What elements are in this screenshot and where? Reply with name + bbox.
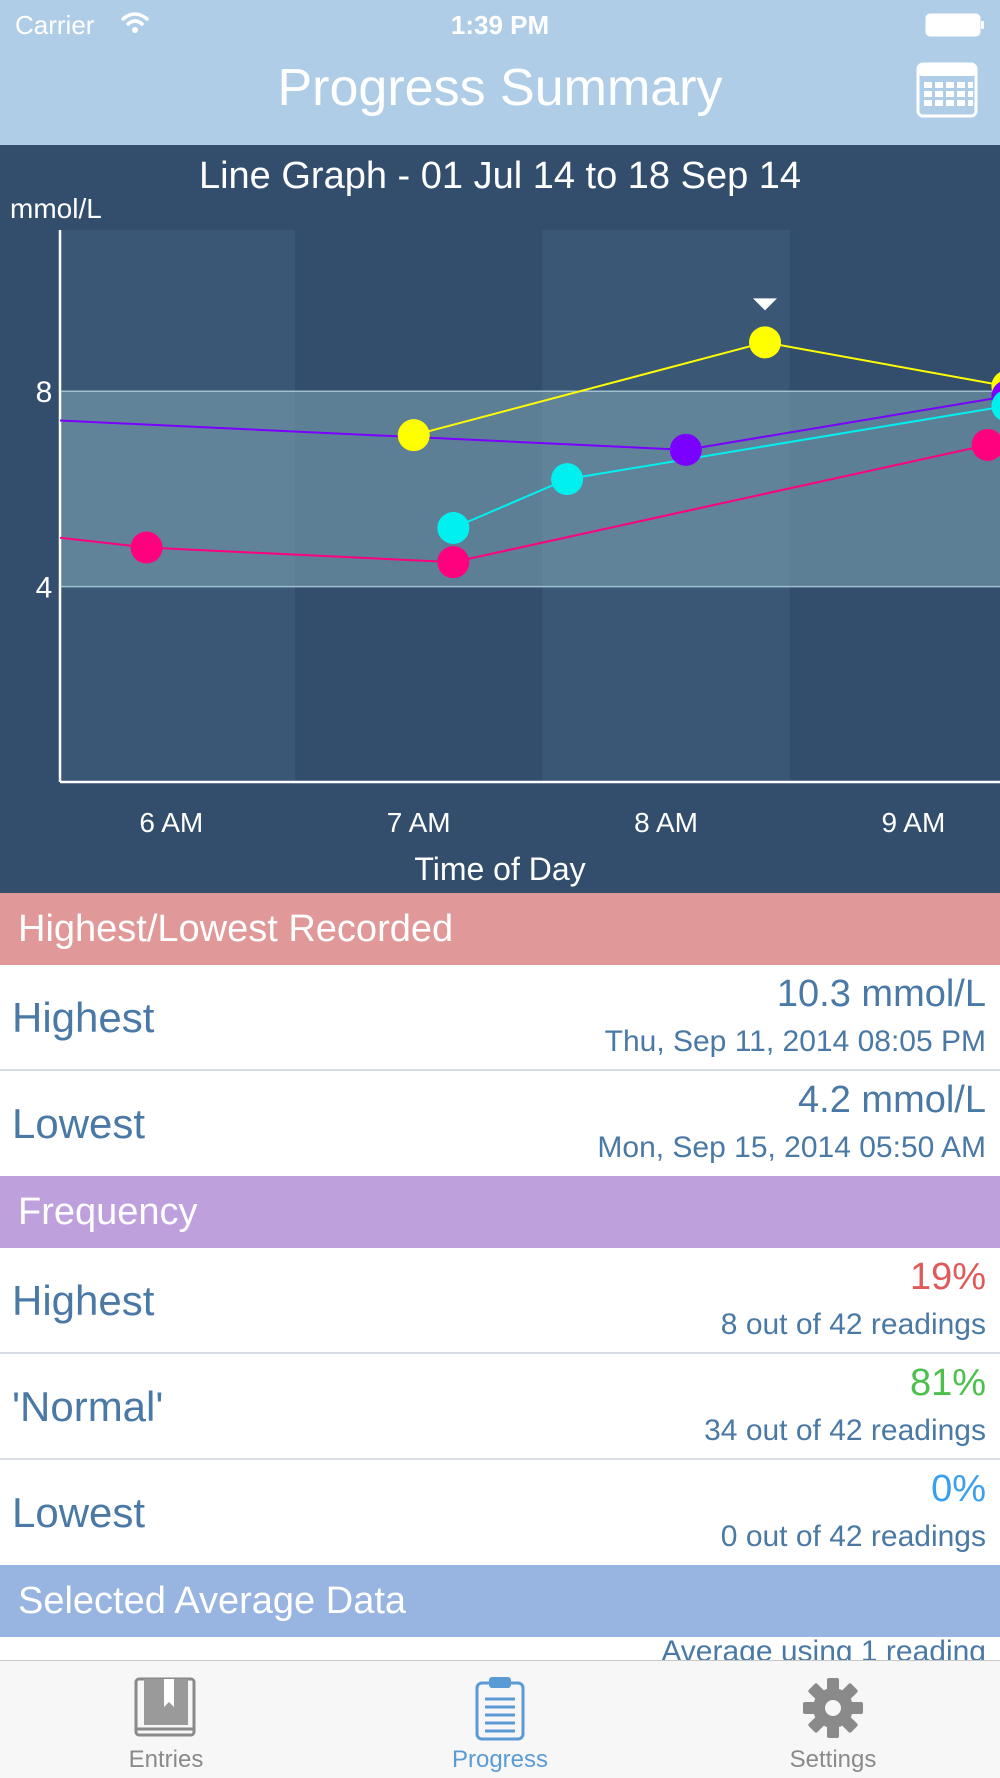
chart-canvas[interactable]: 8 4 6 AM 7 AM 8 AM 9 AM: [0, 145, 1000, 893]
x-tick-label: 7 AM: [387, 807, 451, 838]
highest-recorded-row[interactable]: Highest 10.3 mmol/L Thu, Sep 11, 2014 08…: [0, 965, 1000, 1071]
average-reading-count: Average using 1 reading: [661, 1637, 986, 1661]
percent-value: 81%: [909, 1362, 986, 1404]
row-label: Lowest: [12, 1489, 146, 1536]
selected-point-marker: [753, 298, 777, 311]
data-point: [437, 511, 470, 544]
data-point: [397, 419, 430, 452]
row-label: 'Normal': [12, 1383, 164, 1430]
tab-label: Settings: [789, 1746, 877, 1773]
row-label: Highest: [12, 1277, 155, 1324]
frequency-normal-row[interactable]: 'Normal' 81% 34 out of 42 readings: [0, 1354, 1000, 1460]
average-section-header: Selected Average Data: [0, 1565, 1000, 1637]
row-value: 4.2 mmol/L: [798, 1079, 986, 1121]
highlow-section-header: Highest/Lowest Recorded: [0, 893, 1000, 965]
data-point: [551, 463, 584, 496]
carrier-label: Carrier: [15, 10, 95, 40]
tab-settings[interactable]: Settings: [733, 1661, 933, 1778]
book-icon: [134, 1677, 196, 1737]
percent-value: 0%: [931, 1468, 986, 1510]
tab-label: Entries: [128, 1746, 204, 1773]
nav-header: Carrier 1:39 PM Progress Summary: [0, 0, 1000, 145]
data-point: [669, 433, 702, 466]
clipboard-icon: [475, 1677, 525, 1741]
percent-value: 19%: [909, 1256, 986, 1298]
calendar-keyboard-icon[interactable]: [916, 62, 978, 118]
readings-count: 8 out of 42 readings: [720, 1308, 986, 1341]
row-label: Lowest: [12, 1100, 146, 1147]
series-line: [59, 443, 988, 564]
data-point: [437, 546, 470, 579]
page-title: Progress Summary: [277, 59, 723, 117]
row-date: Thu, Sep 11, 2014 08:05 PM: [604, 1025, 986, 1058]
x-tick-label: 8 AM: [634, 807, 698, 838]
readings-count: 34 out of 42 readings: [704, 1414, 986, 1447]
y-tick-label: 4: [36, 572, 53, 605]
data-point: [971, 428, 1000, 461]
frequency-lowest-row[interactable]: Lowest 0% 0 out of 42 readings: [0, 1460, 1000, 1566]
row-value: 10.3 mmol/L: [776, 973, 986, 1015]
data-point: [130, 531, 163, 564]
average-row[interactable]: Average using 1 reading: [0, 1637, 1000, 1661]
row-label: Highest: [12, 994, 155, 1041]
gear-icon: [803, 1678, 863, 1738]
line-graph[interactable]: 8 4 6 AM 7 AM 8 AM 9 AM Line Graph - 01 Jul 1…: [0, 145, 1000, 893]
x-tick-label: 6 AM: [139, 807, 203, 838]
status-time: 1:39 PM: [450, 10, 550, 40]
data-point: [749, 326, 781, 359]
y-tick-label: 8: [36, 376, 53, 409]
battery-icon: [925, 13, 984, 37]
wifi-icon: [121, 12, 149, 33]
tab-entries[interactable]: Entries: [66, 1661, 266, 1778]
status-bar: Carrier 1:39 PM: [0, 0, 1000, 50]
tab-progress[interactable]: Progress: [400, 1661, 600, 1778]
x-tick-label: 9 AM: [882, 807, 946, 838]
x-axis-title: Time of Day: [414, 851, 586, 887]
lowest-recorded-row[interactable]: Lowest 4.2 mmol/L Mon, Sep 15, 2014 05:5…: [0, 1071, 1000, 1177]
tab-bar: Entries Progress: [0, 1660, 1000, 1778]
tab-label: Progress: [451, 1746, 549, 1773]
frequency-section-header: Frequency: [0, 1176, 1000, 1248]
readings-count: 0 out of 42 readings: [720, 1520, 986, 1553]
y-axis-unit: mmol/L: [10, 193, 102, 224]
frequency-highest-row[interactable]: Highest 19% 8 out of 42 readings: [0, 1248, 1000, 1354]
data-point: [991, 391, 1000, 421]
chart-title: Line Graph - 01 Jul 14 to 18 Sep 14: [198, 155, 802, 197]
row-date: Mon, Sep 15, 2014 05:50 AM: [597, 1131, 986, 1164]
